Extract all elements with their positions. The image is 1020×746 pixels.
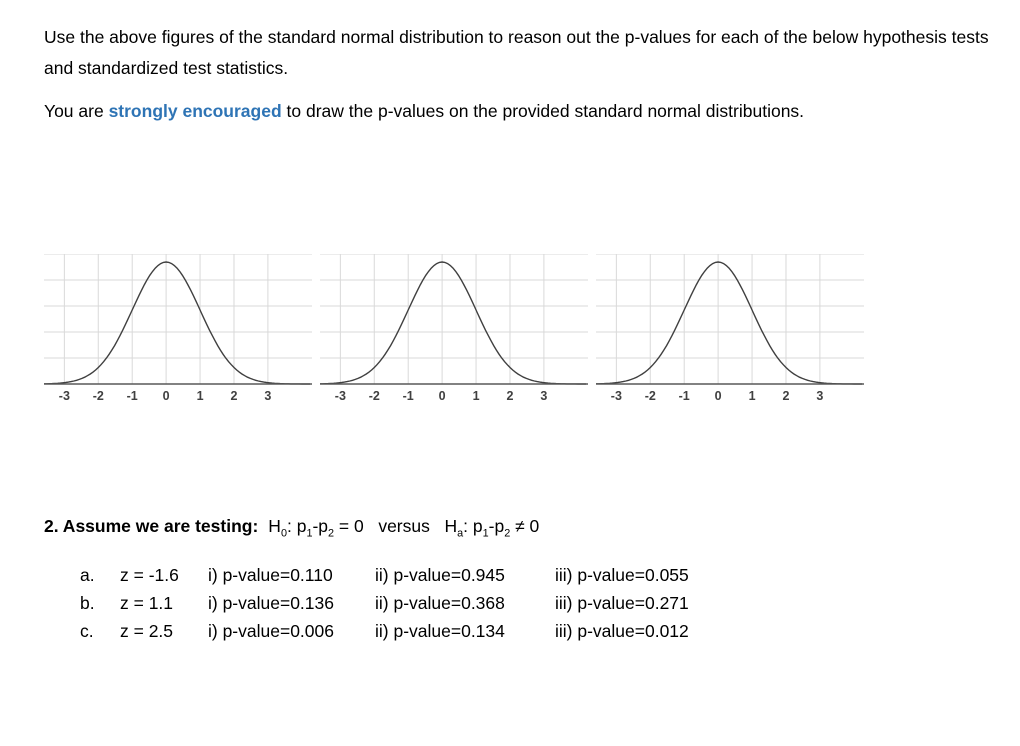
answer-row: a. z = -1.6 i) p-value=0.110 ii) p-value…: [80, 561, 689, 589]
p-value-i: i) p-value=0.136: [208, 592, 334, 613]
x-axis-tick-label: 2: [782, 389, 789, 403]
x-axis-tick-label: 2: [506, 389, 513, 403]
p-value-iii: iii) p-value=0.055: [555, 564, 689, 585]
x-axis-tick-label: 1: [749, 389, 756, 403]
x-axis-tick-label: 0: [715, 389, 722, 403]
x-axis-tick-label: 1: [197, 389, 204, 403]
answer-row: b. z = 1.1 i) p-value=0.136 ii) p-value=…: [80, 589, 689, 617]
encouragement-post: to draw the p-values on the provided sta…: [281, 100, 805, 121]
x-axis-tick-label: 3: [264, 389, 271, 403]
x-axis-tick-label: -3: [611, 389, 622, 403]
x-axis-tick-label: -2: [645, 389, 656, 403]
normal-curve-figure: -3 -2 -1 0 1 2 3: [596, 253, 864, 406]
p-value-ii: ii) p-value=0.134: [375, 620, 505, 641]
question-label: 2. Assume we are testing:: [44, 516, 259, 536]
z-statistic: z = 2.5: [120, 620, 174, 641]
normal-curve-svg: -3 -2 -1 0 1 2 3: [596, 253, 864, 403]
x-axis-tick-label: -1: [403, 389, 414, 403]
encouragement-paragraph: You are strongly encouraged to draw the …: [44, 96, 1000, 127]
answers-list: a. z = -1.6 i) p-value=0.110 ii) p-value…: [80, 561, 689, 645]
answer-letter: b.: [80, 592, 95, 613]
normal-curve-figure: -3 -2 -1 0 1 2 3: [320, 253, 588, 406]
p-value-ii: ii) p-value=0.945: [375, 564, 505, 585]
x-axis-tick-label: 0: [163, 389, 170, 403]
answer-letter: a.: [80, 564, 95, 585]
p-value-iii: iii) p-value=0.012: [555, 620, 689, 641]
x-axis-tick-label: 0: [439, 389, 446, 403]
answer-letter: c.: [80, 620, 94, 641]
bell-curve: [44, 261, 310, 385]
figures-row: -3 -2 -1 0 1 2 3 -3 -2 -1 0 1 2 3 -3 -2 -1 0 1 2 3: [44, 253, 864, 406]
z-statistic: z = -1.6: [120, 564, 179, 585]
normal-curve-svg: -3 -2 -1 0 1 2 3: [320, 253, 588, 403]
x-axis-tick-label: 2: [230, 389, 237, 403]
normal-curve-svg: -3 -2 -1 0 1 2 3: [44, 253, 312, 403]
hypothesis-text: H0: p1-p2 = 0 versus Ha: p1-p2 ≠ 0: [268, 516, 540, 540]
answer-row: c. z = 2.5 i) p-value=0.006 ii) p-value=…: [80, 617, 689, 645]
normal-curve-figure: -3 -2 -1 0 1 2 3: [44, 253, 312, 406]
x-axis-tick-label: -3: [335, 389, 346, 403]
z-statistic: z = 1.1: [120, 592, 174, 613]
x-axis-tick-label: -1: [127, 389, 138, 403]
x-axis-tick-label: 1: [473, 389, 480, 403]
x-axis-tick-label: 3: [540, 389, 547, 403]
p-value-i: i) p-value=0.006: [208, 620, 334, 641]
encouragement-highlight: strongly encouraged: [108, 100, 282, 121]
p-value-iii: iii) p-value=0.271: [555, 592, 689, 613]
x-axis-tick-label: -1: [679, 389, 690, 403]
x-axis-tick-label: 3: [816, 389, 823, 403]
x-axis-tick-label: -2: [93, 389, 104, 403]
p-value-ii: ii) p-value=0.368: [375, 592, 505, 613]
p-value-i: i) p-value=0.110: [208, 564, 333, 585]
intro-paragraph: Use the above figures of the standard no…: [44, 26, 989, 78]
bell-curve: [320, 261, 586, 385]
bell-curve: [596, 261, 862, 385]
x-axis-tick-label: -3: [59, 389, 70, 403]
x-axis-tick-label: -2: [369, 389, 380, 403]
question-heading: 2. Assume we are testing: H0: p1-p2 = 0 v…: [44, 516, 539, 540]
encouragement-pre: You are: [44, 100, 109, 121]
